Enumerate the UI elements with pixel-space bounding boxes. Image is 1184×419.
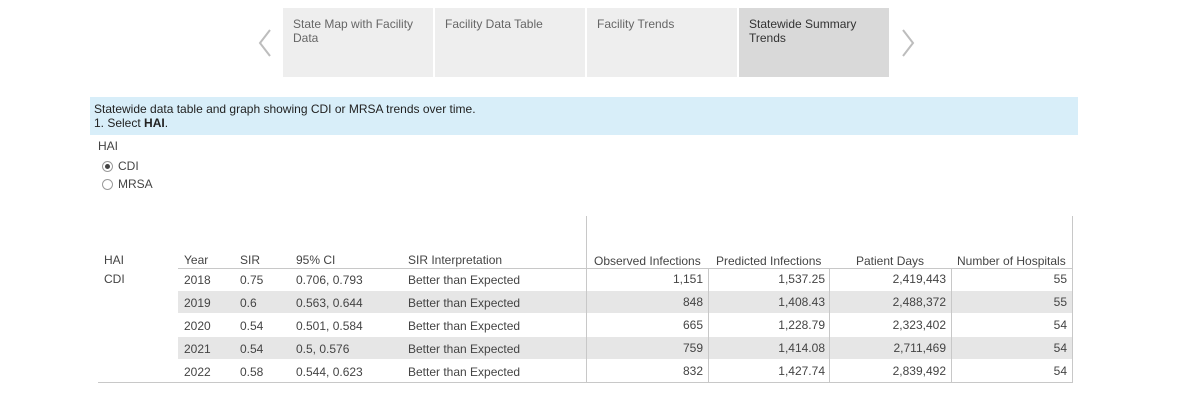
- header-patient-days: Patient Days: [856, 254, 925, 268]
- cell-hospitals: 55: [1053, 295, 1067, 309]
- table-bottom-border: [98, 382, 1072, 383]
- column-divider: [829, 268, 830, 383]
- header-number-of-hospitals: Number of Hospitals: [957, 254, 1066, 268]
- cell-patient-days: 2,711,469: [893, 341, 947, 355]
- cell-observed: 665: [682, 318, 703, 332]
- radio-option-mrsa[interactable]: MRSA: [102, 177, 153, 191]
- cell-predicted: 1,414.08: [778, 341, 825, 355]
- cell-patient-days: 2,839,492: [892, 364, 946, 378]
- radio-option-cdi[interactable]: CDI: [102, 159, 139, 173]
- cell-sir: 0.6: [240, 296, 257, 310]
- radio-label: MRSA: [118, 177, 153, 191]
- instructions-line-1: Statewide data table and graph showing C…: [94, 102, 476, 116]
- header-95-ci: 95% CI: [296, 253, 336, 267]
- cell-interpretation: Better than Expected: [408, 365, 521, 379]
- cell-sir: 0.54: [240, 342, 264, 356]
- header-divider: [178, 268, 1072, 269]
- cell-sir: 0.75: [240, 273, 264, 287]
- tab-facility-trends[interactable]: Facility Trends: [587, 8, 737, 77]
- column-divider: [708, 268, 709, 383]
- cell-year: 2021: [184, 342, 211, 356]
- cell-ci: 0.501, 0.584: [296, 319, 363, 333]
- cell-patient-days: 2,488,372: [892, 295, 946, 309]
- cell-year: 2022: [184, 365, 211, 379]
- cell-sir: 0.54: [240, 319, 264, 333]
- cell-ci: 0.5, 0.576: [296, 342, 350, 356]
- header-observed-infections: Observed Infections: [594, 254, 701, 268]
- hai-group-label: CDI: [104, 272, 125, 286]
- header-sir-interpretation: SIR Interpretation: [408, 253, 503, 267]
- instructions-box: Statewide data table and graph showing C…: [90, 97, 1078, 135]
- cell-observed: 759: [682, 341, 703, 355]
- cell-predicted: 1,427.74: [778, 364, 825, 378]
- cell-year: 2020: [184, 319, 211, 333]
- radio-unselected-icon[interactable]: [102, 178, 113, 190]
- cell-patient-days: 2,419,443: [892, 272, 946, 286]
- radio-label: CDI: [118, 159, 139, 173]
- cell-interpretation: Better than Expected: [408, 319, 521, 333]
- table-row-stripe: [178, 291, 1072, 313]
- cell-predicted: 1,537.25: [778, 272, 825, 286]
- cell-observed: 832: [682, 364, 703, 378]
- cell-interpretation: Better than Expected: [408, 342, 521, 356]
- cell-observed: 1,151: [672, 272, 703, 286]
- cell-observed: 848: [682, 295, 703, 309]
- cell-hospitals: 54: [1053, 341, 1067, 355]
- cell-predicted: 1,408.43: [778, 295, 825, 309]
- instructions-line-2: 1. Select HAI.: [94, 116, 169, 130]
- header-year: Year: [184, 253, 209, 267]
- cell-year: 2018: [184, 273, 211, 287]
- cell-sir: 0.58: [240, 365, 264, 379]
- cell-hospitals: 55: [1053, 272, 1067, 286]
- header-predicted-infections: Predicted Infections: [716, 254, 822, 268]
- column-divider: [951, 268, 952, 383]
- column-divider: [586, 216, 587, 383]
- cell-ci: 0.706, 0.793: [296, 273, 363, 287]
- cell-interpretation: Better than Expected: [408, 273, 521, 287]
- cell-hospitals: 54: [1053, 318, 1067, 332]
- hai-filter-title: HAI: [98, 139, 119, 153]
- column-divider: [1072, 216, 1073, 383]
- cell-ci: 0.544, 0.623: [296, 365, 363, 379]
- cell-predicted: 1,228.79: [778, 318, 825, 332]
- cell-interpretation: Better than Expected: [408, 296, 521, 310]
- next-tab-arrow-icon[interactable]: [896, 26, 920, 60]
- cell-patient-days: 2,323,402: [892, 318, 946, 332]
- radio-selected-icon[interactable]: [102, 160, 113, 172]
- cell-ci: 0.563, 0.644: [296, 296, 363, 310]
- table-row-stripe: [178, 337, 1072, 359]
- cell-hospitals: 54: [1053, 364, 1067, 378]
- previous-tab-arrow-icon[interactable]: [253, 26, 277, 60]
- tab-state-map[interactable]: State Map with Facility Data: [283, 8, 433, 77]
- header-hai: HAI: [104, 253, 125, 267]
- header-sir: SIR: [240, 253, 261, 267]
- cell-year: 2019: [184, 296, 211, 310]
- tab-statewide-summary-trends[interactable]: Statewide Summary Trends: [739, 8, 889, 77]
- tab-facility-data-table[interactable]: Facility Data Table: [435, 8, 585, 77]
